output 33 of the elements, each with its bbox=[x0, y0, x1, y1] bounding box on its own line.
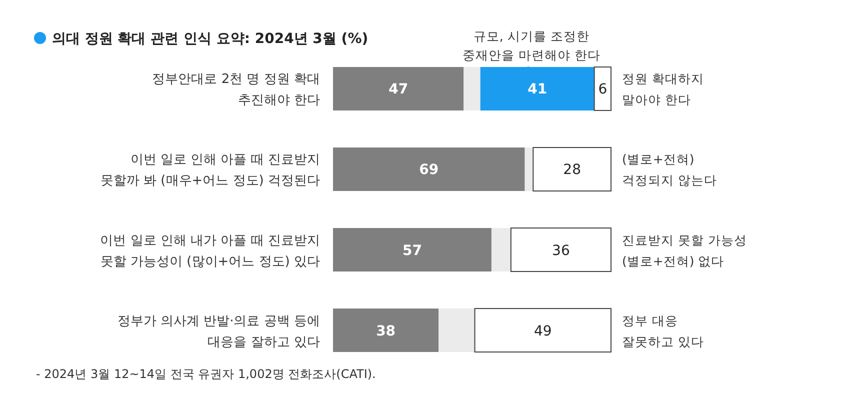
bar bbox=[510, 228, 612, 272]
text: 의대 정원 확대 관련 인식 요약: 2024년 3월 (%) bbox=[52, 31, 368, 47]
bar bbox=[594, 66, 612, 111]
bar bbox=[491, 228, 511, 272]
bar bbox=[333, 228, 492, 272]
y-tick-label: 이번 일로 인해 아플 때 진료받지 못할까 봐 (매우+어느 정도) 걱정된다 bbox=[100, 152, 320, 189]
text: (별로+전혀) 걱정되지 않는다 bbox=[622, 152, 717, 188]
data-label: 41 bbox=[528, 82, 548, 98]
bar bbox=[438, 308, 475, 352]
bar bbox=[532, 147, 612, 192]
text: 진료받지 못할 가능성 (별로+전혀) 없다 bbox=[622, 232, 747, 268]
data-label: 47 bbox=[388, 82, 408, 98]
annotation: - 2024년 3월 12~14일 전국 유권자 1,002명 전화조사(CATI). bbox=[36, 367, 376, 381]
y-tick-label: 이번 일로 인해 내가 아플 때 진료받지 못할 가능성이 (많이+어느 정도) 있다 bbox=[100, 233, 320, 270]
bar bbox=[480, 67, 594, 110]
annotation: 규모, 시기를 조정한 중재안을 마련해야 한다 bbox=[462, 28, 600, 62]
bar bbox=[333, 67, 464, 110]
data-label: 6 bbox=[598, 82, 608, 98]
bar bbox=[333, 148, 525, 191]
bar bbox=[474, 308, 612, 352]
text: 정부 대응 잘못하고 있다 bbox=[622, 312, 704, 349]
data-label: 57 bbox=[402, 242, 422, 259]
bar bbox=[524, 148, 534, 191]
data-label: 28 bbox=[563, 162, 581, 178]
data-label: 38 bbox=[376, 323, 396, 340]
y-tick-label: 정부가 의사계 반발·의료 공백 등에 대응을 잘하고 있다 bbox=[117, 314, 320, 350]
bar bbox=[464, 67, 480, 110]
y-tick-label: 정부안대로 2천 명 정원 확대 추진해야 한다 bbox=[152, 72, 320, 108]
bar bbox=[333, 308, 439, 352]
text: 정원 확대하지 말아야 한다 bbox=[622, 71, 704, 108]
data-label: 69 bbox=[419, 162, 439, 178]
data-label: 49 bbox=[534, 323, 552, 340]
data-label: 36 bbox=[552, 242, 570, 259]
